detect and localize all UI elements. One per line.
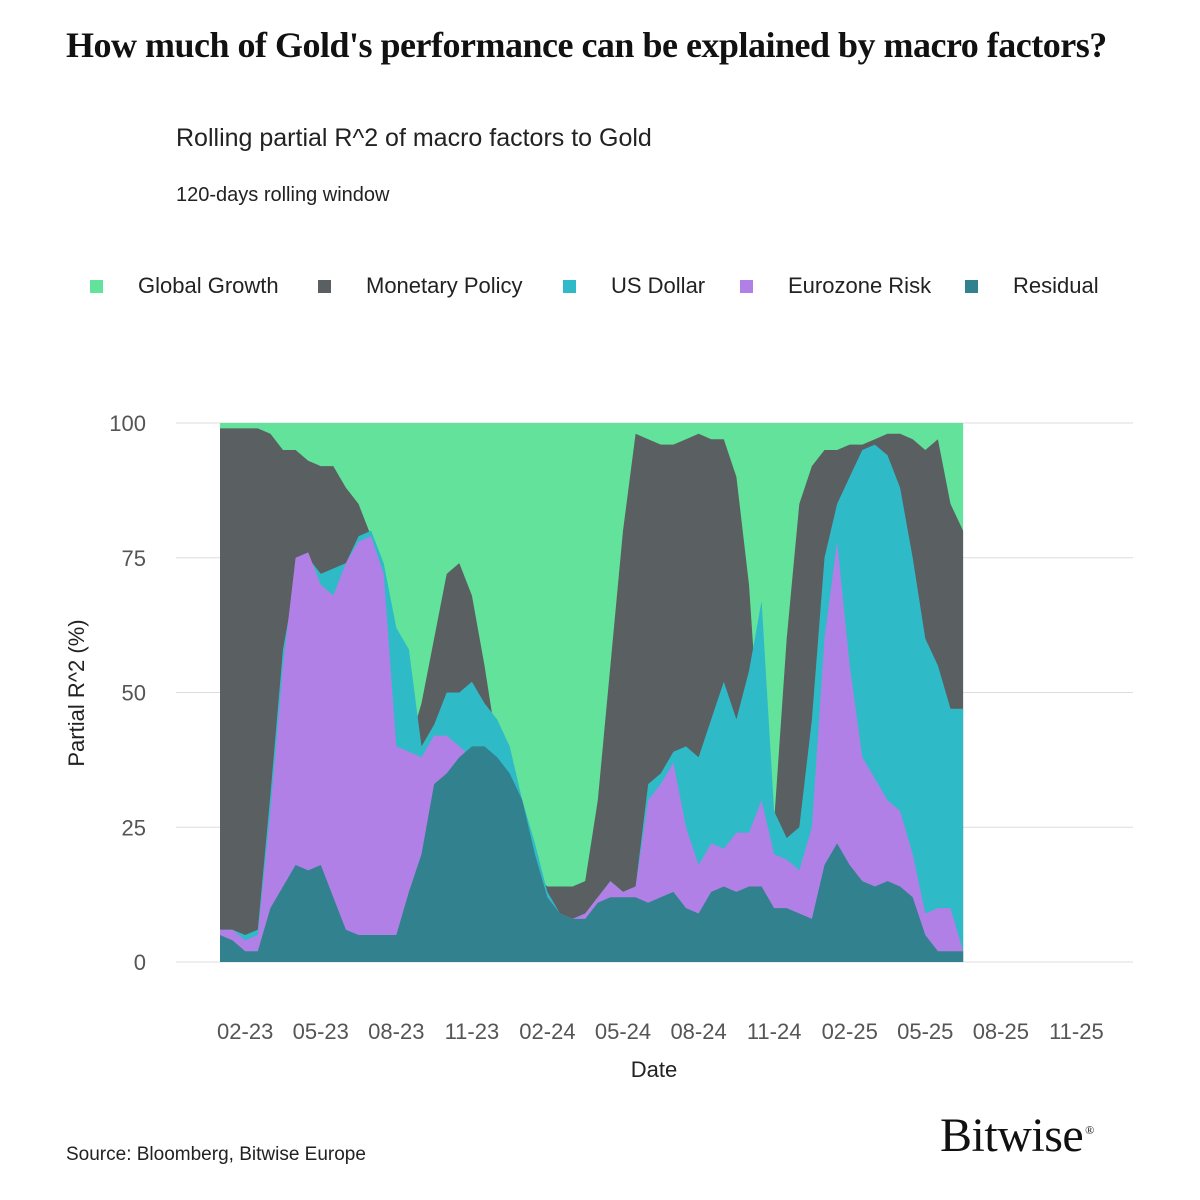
area-residual	[220, 746, 964, 962]
x-tick-label: 02-23	[217, 1019, 273, 1044]
x-tick-label: 05-23	[293, 1019, 349, 1044]
x-tick-label: 11-23	[445, 1019, 500, 1044]
legend-label-residual: Residual	[1013, 273, 1099, 298]
x-tick-label: 08-25	[973, 1019, 1029, 1044]
legend-label-monetary-policy: Monetary Policy	[366, 273, 523, 298]
y-tick-label: 50	[122, 681, 146, 706]
chart-title: Rolling partial R^2 of macro factors to …	[176, 124, 652, 152]
legend-swatch-us-dollar	[563, 279, 576, 293]
x-tick-label: 02-24	[519, 1019, 575, 1044]
y-tick-label: 100	[109, 411, 146, 436]
x-tick-label: 05-24	[595, 1019, 651, 1044]
page-headline: How much of Gold's performance can be ex…	[66, 25, 1107, 65]
x-axis-ticks: 02-23 05-23 08-23 11-23 02-24 05-24 08-24 11-24…	[217, 1019, 1104, 1044]
x-tick-label: 02-25	[822, 1019, 878, 1044]
area-eurozone-risk	[220, 536, 964, 962]
y-axis-title: Partial R^2 (%)	[64, 619, 89, 766]
legend-label-global-growth: Global Growth	[138, 273, 279, 298]
x-tick-label: 11-25	[1049, 1019, 1104, 1044]
y-tick-label: 75	[122, 546, 146, 571]
legend-label-eurozone-risk: Eurozone Risk	[788, 273, 932, 298]
bitwise-logo: Bitwise ®	[940, 1108, 1094, 1163]
legend-item-eurozone-risk: Eurozone Risk	[740, 272, 931, 300]
y-tick-label: 0	[134, 950, 146, 975]
registered-mark: ®	[1085, 1123, 1094, 1137]
legend-label-us-dollar: US Dollar	[611, 273, 706, 298]
legend-item-residual: Residual	[965, 272, 1099, 300]
source-note: Source: Bloomberg, Bitwise Europe	[66, 1144, 366, 1165]
x-tick-label: 05-25	[897, 1019, 953, 1044]
x-tick-label: 11-24	[747, 1019, 802, 1044]
y-tick-label: 25	[122, 815, 146, 840]
x-axis-title: Date	[631, 1057, 677, 1082]
legend-item-global-growth: Global Growth	[90, 272, 279, 300]
legend-item-us-dollar: US Dollar	[563, 272, 705, 300]
legend-swatch-monetary-policy	[318, 279, 331, 293]
chart-subtitle: 120-days rolling window	[176, 184, 390, 206]
area-series	[220, 423, 964, 963]
y-axis-ticks: 0 25 50 75 100	[109, 411, 146, 975]
stacked-area-chart: 0 25 50 75 100 02-23 05-23 08-23 11-23 02-24 05-2…	[64, 411, 1133, 1082]
legend-swatch-residual	[965, 279, 978, 293]
chart-legend: Global Growth Monetary Policy US Dollar …	[90, 272, 1150, 302]
brand-name: Bitwise	[940, 1109, 1084, 1162]
legend-item-monetary-policy: Monetary Policy	[318, 272, 523, 300]
x-tick-label: 08-23	[368, 1019, 424, 1044]
x-tick-label: 08-24	[670, 1019, 726, 1044]
legend-swatch-eurozone-risk	[740, 279, 753, 293]
legend-swatch-global-growth	[90, 279, 103, 293]
